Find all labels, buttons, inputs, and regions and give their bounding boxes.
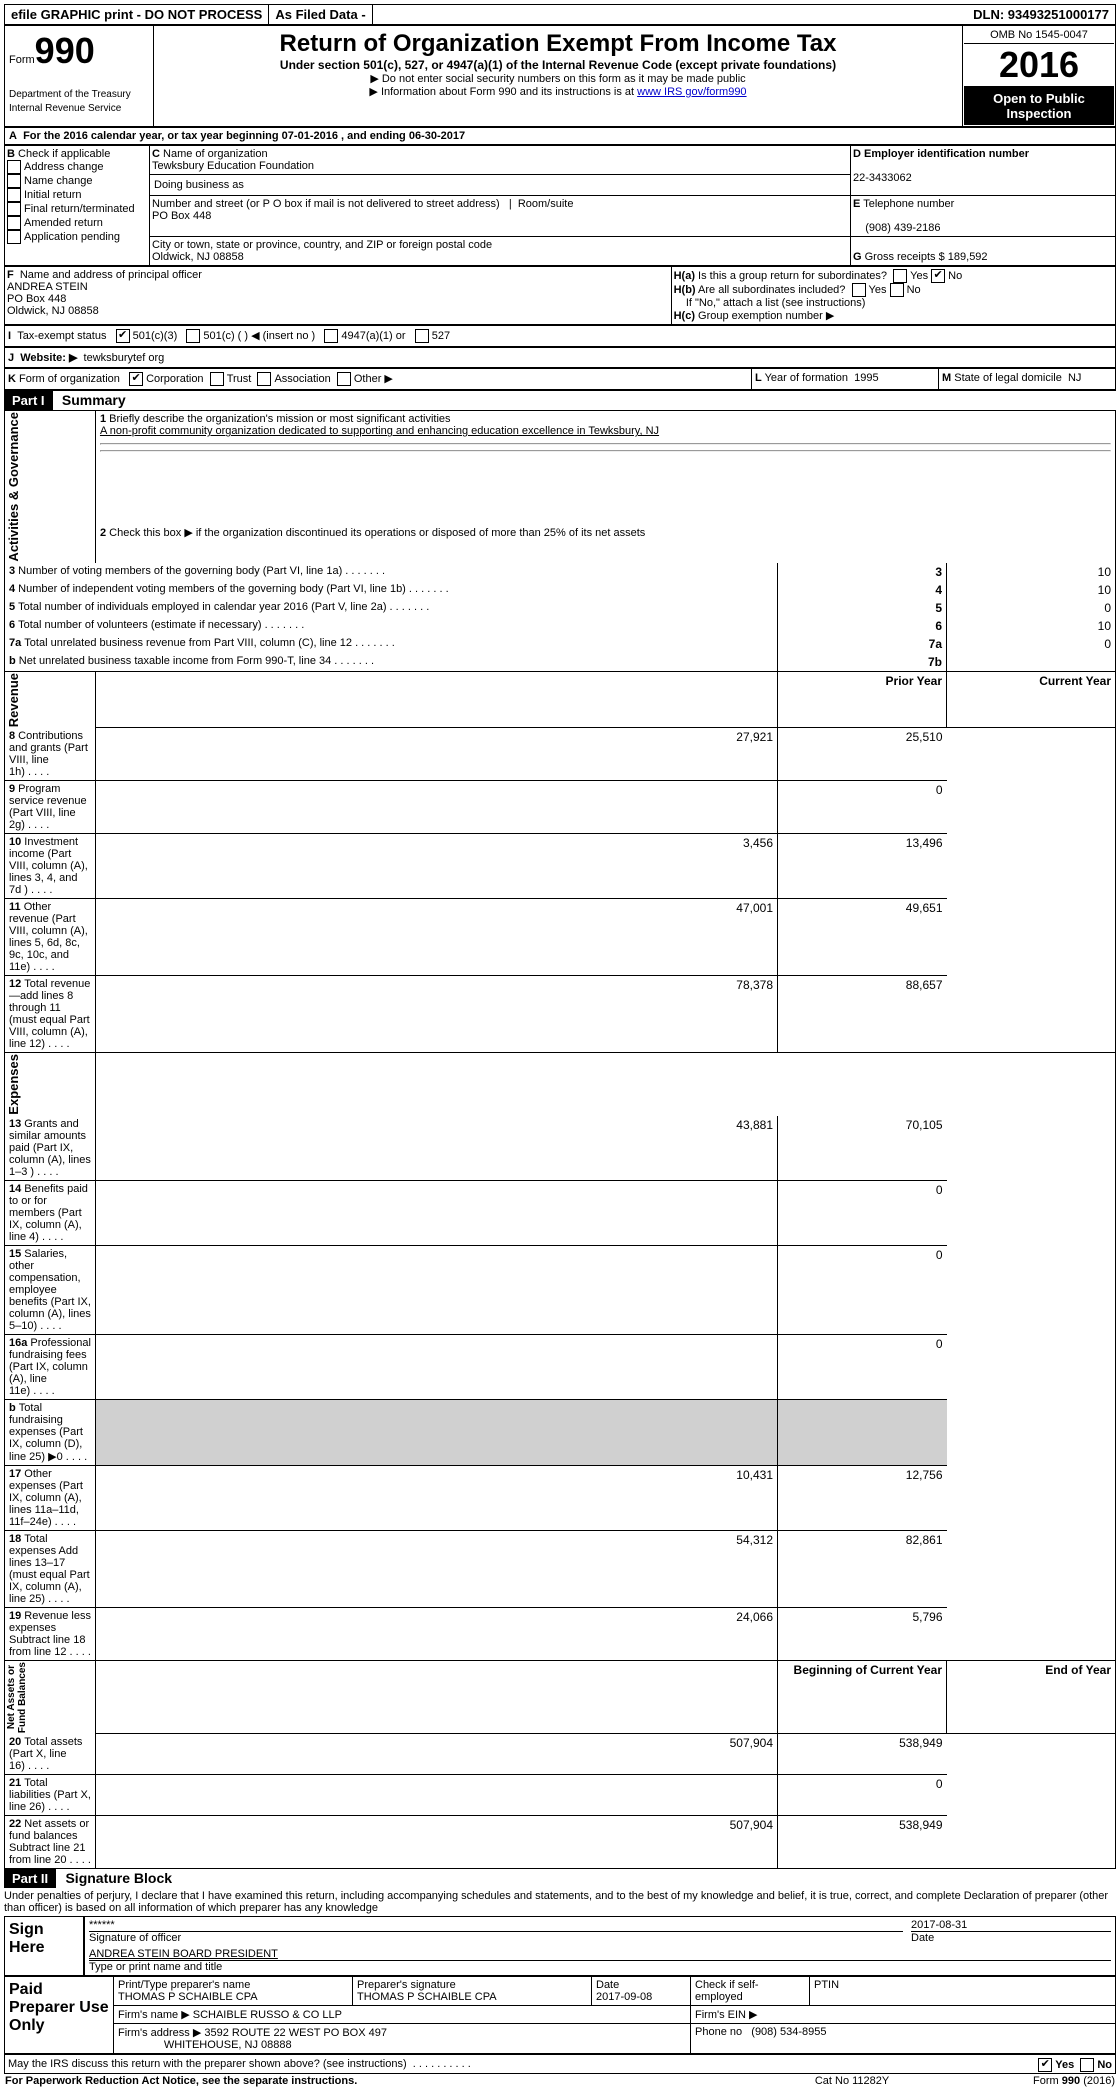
firm-name: SCHAIBLE RUSSO & CO LLP bbox=[193, 2009, 342, 2021]
officer-addr2: Oldwick, NJ 08858 bbox=[7, 305, 99, 317]
part-i-table: Activities & Governance 1 Briefly descri… bbox=[4, 410, 1116, 1869]
mission: A non-profit community organization dedi… bbox=[100, 425, 659, 437]
phone: (908) 439-2186 bbox=[865, 222, 940, 234]
org-name: Tewksbury Education Foundation bbox=[152, 160, 314, 172]
ha-no[interactable] bbox=[931, 269, 945, 283]
room-label: Room/suite bbox=[518, 198, 574, 210]
bullet1: Do not enter social security numbers on … bbox=[382, 73, 746, 85]
footer-left: For Paperwork Reduction Act Notice, see … bbox=[4, 2074, 770, 2088]
g-label: Gross receipts $ bbox=[865, 251, 945, 263]
section-a: A For the 2016 calendar year, or tax yea… bbox=[4, 127, 1116, 145]
e-label: Telephone number bbox=[863, 198, 954, 210]
website: tewksburytef org bbox=[84, 352, 165, 364]
ag-label: Activities & Governance bbox=[6, 412, 21, 562]
footer-mid: Cat No 11282Y bbox=[770, 2074, 935, 2088]
footer-right: Form 990 (2016) bbox=[1033, 2075, 1115, 2087]
year-formation: 1995 bbox=[854, 372, 878, 384]
initial-return-check[interactable] bbox=[7, 188, 21, 202]
footer: For Paperwork Reduction Act Notice, see … bbox=[4, 2074, 1116, 2088]
f-label: Name and address of principal officer bbox=[20, 269, 202, 281]
irs-label: Internal Revenue Service bbox=[9, 103, 121, 114]
form-header: Form990 Department of the Treasury Inter… bbox=[4, 25, 1116, 127]
sign-here-label: Sign Here bbox=[5, 1916, 85, 1975]
preparer-date: 2017-09-08 bbox=[596, 1991, 652, 2003]
dept-label: Department of the Treasury bbox=[9, 89, 131, 100]
exp-label: Expenses bbox=[6, 1054, 21, 1115]
omb-label: OMB No 1545-0047 bbox=[964, 27, 1114, 44]
tax-year: 2016 bbox=[964, 44, 1114, 87]
discuss-no[interactable] bbox=[1080, 2058, 1094, 2072]
ha-label: Is this a group return for subordinates? bbox=[698, 270, 887, 282]
preparer-sig: THOMAS P SCHAIBLE CPA bbox=[357, 1991, 497, 2003]
gross-receipts: 189,592 bbox=[948, 251, 988, 263]
org-city: Oldwick, NJ 08858 bbox=[152, 251, 244, 263]
part-ii-header: Part II Signature Block bbox=[4, 1869, 1116, 1888]
527-check[interactable] bbox=[415, 329, 429, 343]
preparer-block: Paid Preparer Use Only Print/Type prepar… bbox=[4, 1976, 1116, 2054]
501c3-check[interactable] bbox=[116, 329, 130, 343]
hb-no[interactable] bbox=[890, 283, 904, 297]
org-address: PO Box 448 bbox=[152, 210, 211, 222]
asfiled-label: As Filed Data - bbox=[269, 5, 372, 24]
hb-yes[interactable] bbox=[852, 283, 866, 297]
bullet2-pre: Information about Form 990 and its instr… bbox=[381, 86, 637, 98]
city-label: City or town, state or province, country… bbox=[152, 239, 492, 251]
amended-check[interactable] bbox=[7, 216, 21, 230]
na-label: Net Assets orFund Balances bbox=[6, 1662, 28, 1733]
preparer-name: THOMAS P SCHAIBLE CPA bbox=[118, 1991, 258, 2003]
form-title: Return of Organization Exempt From Incom… bbox=[158, 30, 958, 58]
final-return-check[interactable] bbox=[7, 202, 21, 216]
addr-change-check[interactable] bbox=[7, 160, 21, 174]
open-inspection: Open to Public Inspection bbox=[964, 87, 1114, 125]
firm-phone: (908) 534-8955 bbox=[751, 2026, 826, 2038]
firm-city: WHITEHOUSE, NJ 08888 bbox=[164, 2039, 292, 2051]
dba-label: Doing business as bbox=[154, 179, 244, 191]
ein: 22-3433062 bbox=[853, 172, 912, 184]
signature-block: Sign Here ****** Signature of officer 20… bbox=[4, 1916, 1116, 1976]
officer-name: ANDREA STEIN bbox=[7, 281, 88, 293]
officer-name-title: ANDREA STEIN BOARD PRESIDENT bbox=[89, 1948, 278, 1960]
name-change-check[interactable] bbox=[7, 174, 21, 188]
top-bar: efile GRAPHIC print - DO NOT PROCESS As … bbox=[4, 4, 1116, 25]
officer-addr1: PO Box 448 bbox=[7, 293, 66, 305]
addr-label: Number and street (or P O box if mail is… bbox=[152, 198, 500, 210]
hc-label: Group exemption number ▶ bbox=[698, 310, 834, 322]
sig-date: 2017-08-31 bbox=[911, 1919, 967, 1931]
discuss-yes[interactable] bbox=[1038, 2058, 1052, 2072]
b-label: Check if applicable bbox=[18, 148, 110, 160]
rev-label: Revenue bbox=[6, 673, 21, 727]
section-j: J Website: ▶ tewksburytef org bbox=[4, 347, 1116, 368]
ha-yes[interactable] bbox=[893, 269, 907, 283]
form-prefix: Form bbox=[9, 54, 35, 66]
firm-addr: 3592 ROUTE 22 WEST PO BOX 497 bbox=[204, 2027, 387, 2039]
dln-label: DLN: 93493251000177 bbox=[967, 5, 1115, 24]
state-domicile: NJ bbox=[1068, 372, 1081, 384]
assoc-check[interactable] bbox=[257, 372, 271, 386]
corp-check[interactable] bbox=[129, 372, 143, 386]
4947-check[interactable] bbox=[324, 329, 338, 343]
sig-officer-label: Signature of officer bbox=[89, 1931, 903, 1944]
efile-label: efile GRAPHIC print - DO NOT PROCESS bbox=[5, 5, 269, 24]
d-label: Employer identification number bbox=[864, 148, 1029, 160]
officer-block: F Name and address of principal officer … bbox=[4, 266, 1116, 325]
perjury-text: Under penalties of perjury, I declare th… bbox=[4, 1888, 1116, 1916]
paid-preparer-label: Paid Preparer Use Only bbox=[5, 1976, 114, 2053]
form-number: 990 bbox=[35, 30, 95, 71]
trust-check[interactable] bbox=[210, 372, 224, 386]
h-note: If "No," attach a list (see instructions… bbox=[686, 297, 866, 309]
discuss-line: May the IRS discuss this return with the… bbox=[4, 2054, 1116, 2074]
identity-block: B Check if applicable Address change Nam… bbox=[4, 145, 1116, 266]
app-pending-check[interactable] bbox=[7, 230, 21, 244]
hb-label: Are all subordinates included? bbox=[698, 284, 845, 296]
other-check[interactable] bbox=[337, 372, 351, 386]
tax-year-range: For the 2016 calendar year, or tax year … bbox=[23, 130, 465, 142]
section-klm: K Form of organization Corporation Trust… bbox=[4, 368, 1116, 390]
section-i: I Tax-exempt status 501(c)(3) 501(c) ( )… bbox=[4, 325, 1116, 347]
irs-link[interactable]: www IRS gov/form990 bbox=[637, 86, 746, 98]
501c-check[interactable] bbox=[186, 329, 200, 343]
part-i-header: Part I Summary bbox=[4, 390, 1116, 410]
form-subtitle: Under section 501(c), 527, or 4947(a)(1)… bbox=[158, 58, 958, 72]
c-label: Name of organization bbox=[163, 148, 268, 160]
